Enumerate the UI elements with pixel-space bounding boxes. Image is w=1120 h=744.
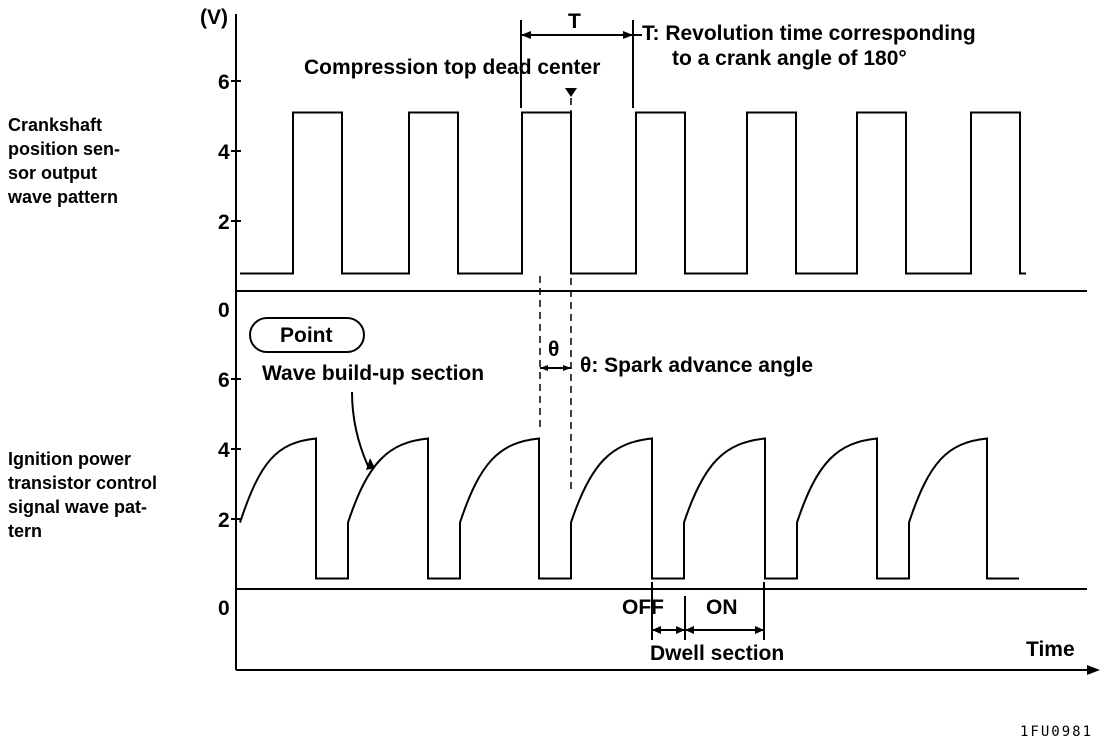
on-arrow-right bbox=[755, 626, 764, 634]
crankshaft-sensor-waveform bbox=[240, 111, 1026, 275]
off-arrow-right bbox=[676, 626, 685, 634]
theta-symbol: θ bbox=[548, 338, 559, 361]
top-tick-label-4: 4 bbox=[218, 141, 230, 164]
bottom-title-line-3: signal wave pat- bbox=[8, 497, 147, 517]
bottom-tick-label-2: 2 bbox=[218, 509, 230, 532]
off-arrow-left bbox=[652, 626, 661, 634]
bottom-title-line-1: Ignition power bbox=[8, 449, 131, 469]
y-unit-label: (V) bbox=[200, 6, 228, 29]
bottom-panel-title: Ignition power transistor control signal… bbox=[8, 449, 157, 541]
t-description-line-1: T: Revolution time corresponding bbox=[642, 22, 976, 45]
theta-description: θ: Spark advance angle bbox=[580, 354, 813, 377]
crankshaft-sensor-trace bbox=[240, 111, 1026, 275]
top-panel-title: Crankshaft position sen- sor output wave… bbox=[7, 115, 120, 207]
on-arrow-left bbox=[685, 626, 694, 634]
bottom-tick-label-6: 6 bbox=[218, 369, 230, 392]
axes bbox=[235, 14, 1100, 675]
t-dimension bbox=[520, 20, 642, 108]
wave-buildup-leader bbox=[351, 391, 369, 467]
theta-arrow-right bbox=[563, 365, 571, 371]
compression-tdc-label: Compression top dead center bbox=[304, 56, 600, 79]
wave-buildup-label: Wave build-up section bbox=[262, 362, 484, 385]
bottom-tick-label-4: 4 bbox=[218, 439, 230, 462]
ticks: 6 4 2 0 6 4 2 0 bbox=[218, 71, 241, 620]
top-tick-label-0: 0 bbox=[218, 299, 230, 322]
top-title-line-1: Crankshaft bbox=[8, 115, 102, 135]
point-badge bbox=[249, 317, 365, 353]
figure-code: 1FU0981 bbox=[1020, 724, 1093, 740]
wave-buildup-arrowhead bbox=[366, 458, 375, 470]
x-axis-label: Time bbox=[1026, 638, 1075, 661]
bottom-title-line-4: tern bbox=[8, 521, 42, 541]
top-title-line-4: wave pattern bbox=[7, 187, 118, 207]
t-arrow-left bbox=[521, 31, 531, 39]
top-title-line-3: sor output bbox=[8, 163, 97, 183]
dwell-section-label: Dwell section bbox=[650, 642, 784, 665]
tdc-marker bbox=[565, 88, 577, 97]
reference-dashed-lines bbox=[292, 98, 572, 492]
t-symbol: T bbox=[568, 10, 581, 33]
time-axis-arrow bbox=[1087, 665, 1100, 675]
top-tick-label-2: 2 bbox=[218, 211, 230, 234]
top-title-line-2: position sen- bbox=[8, 139, 120, 159]
on-label: ON bbox=[706, 596, 738, 619]
point-label: Point bbox=[280, 324, 333, 347]
t-arrow-right bbox=[623, 31, 633, 39]
top-tick-label-6: 6 bbox=[218, 71, 230, 94]
off-label: OFF bbox=[622, 596, 664, 619]
ignition-signal-trace bbox=[239, 437, 1019, 580]
t-description-line-2: to a crank angle of 180° bbox=[672, 47, 907, 70]
bottom-title-line-2: transistor control bbox=[8, 473, 157, 493]
bottom-tick-label-0: 0 bbox=[218, 597, 230, 620]
dwell-dimension bbox=[651, 582, 765, 640]
ignition-signal-waveform bbox=[239, 437, 1019, 580]
theta-arrow-left bbox=[540, 365, 548, 371]
